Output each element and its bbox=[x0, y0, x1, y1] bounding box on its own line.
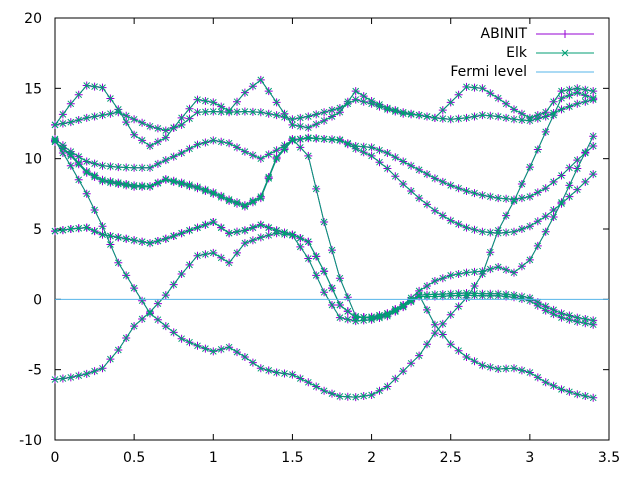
x-tick-label: 2 bbox=[367, 450, 376, 466]
x-tick-label: 1 bbox=[209, 450, 218, 466]
legend-elk-label: Elk bbox=[506, 44, 527, 61]
legend-row-fermi: Fermi level bbox=[450, 62, 594, 81]
y-tick-label: 10 bbox=[24, 152, 42, 168]
legend: ABINIT Elk Fermi level bbox=[450, 24, 594, 81]
legend-row-elk: Elk bbox=[450, 43, 594, 62]
abinit-line-sample-icon bbox=[536, 29, 594, 38]
y-tick-label: -5 bbox=[28, 363, 42, 379]
fermi-line-sample-icon bbox=[536, 71, 594, 72]
elk-band-9-markers bbox=[51, 132, 597, 321]
x-tick-label: 0 bbox=[51, 450, 60, 466]
y-tick-label: -10 bbox=[19, 433, 42, 449]
y-tick-label: 15 bbox=[24, 81, 42, 97]
x-tick-label: 2.5 bbox=[440, 450, 462, 466]
y-tick-label: 0 bbox=[33, 292, 42, 308]
x-tick-label: 3.5 bbox=[598, 450, 620, 466]
x-tick-label: 1.5 bbox=[281, 450, 303, 466]
elk-band-2-markers bbox=[51, 89, 597, 401]
elk-band-8-markers bbox=[51, 135, 597, 402]
legend-row-abinit: ABINIT bbox=[450, 24, 594, 43]
elk-band-1-line bbox=[54, 232, 594, 380]
y-tick-label: 20 bbox=[24, 11, 42, 27]
abinit-band-1-line bbox=[54, 232, 594, 380]
legend-abinit-label: ABINIT bbox=[480, 25, 527, 42]
x-tick-label: 0.5 bbox=[123, 450, 145, 466]
abinit-band-7-markers bbox=[51, 95, 598, 135]
abinit-band-1-markers bbox=[51, 229, 598, 384]
legend-fermi-label: Fermi level bbox=[450, 63, 527, 80]
elk-line-sample-icon bbox=[536, 49, 594, 56]
elk-band-7-markers bbox=[51, 96, 597, 134]
x-tick-label: 3 bbox=[525, 450, 534, 466]
elk-band-4-markers bbox=[51, 134, 597, 203]
elk-band-1-markers bbox=[51, 229, 597, 383]
y-tick-label: 5 bbox=[33, 222, 42, 238]
